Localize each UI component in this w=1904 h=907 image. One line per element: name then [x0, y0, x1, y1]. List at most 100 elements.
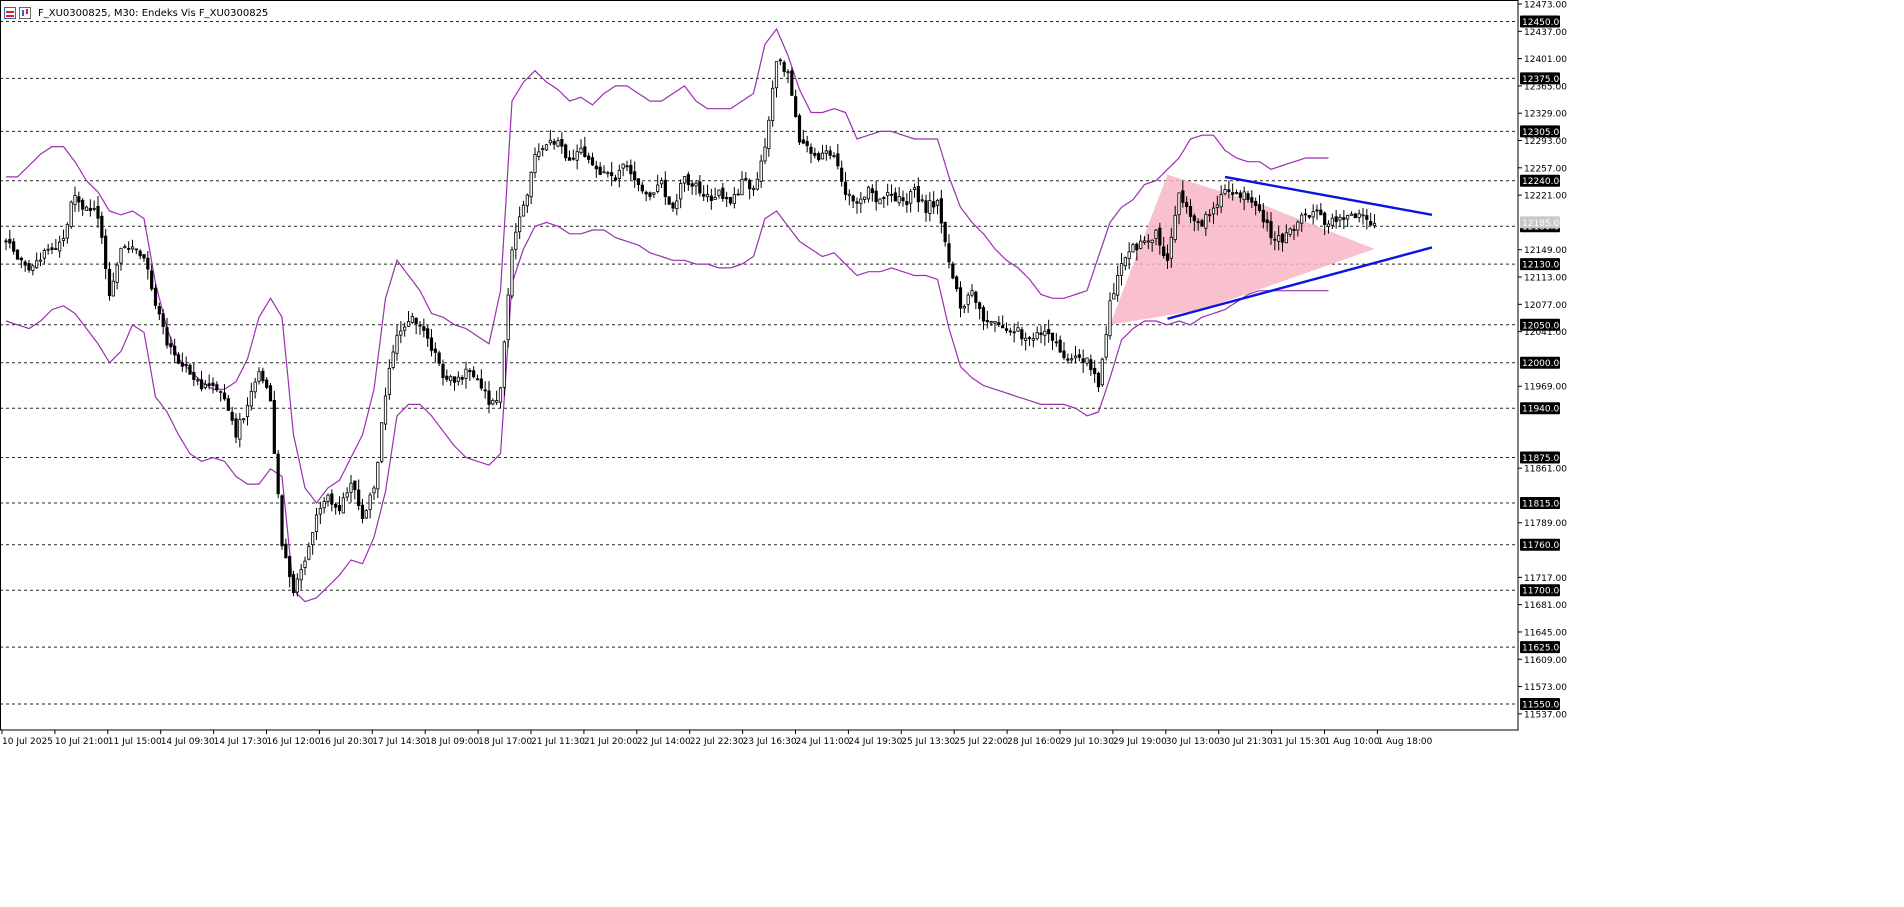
candle-body	[935, 200, 940, 206]
symbol-icon[interactable]	[19, 7, 31, 19]
x-tick-label: 30 Jul 13:00	[1166, 737, 1220, 747]
price-axis-labels: 12473.00 12437.00 12401.00 12365.00 12329.00…	[1518, 1, 1567, 720]
candle-body	[679, 183, 683, 200]
candle-body	[165, 327, 169, 346]
y-tick-label: 11609.00	[1524, 656, 1567, 666]
candle-body	[1215, 204, 1219, 208]
candle-body	[1192, 215, 1196, 222]
bollinger-bands	[5, 27, 1329, 603]
candle-body	[475, 378, 480, 381]
candle-body	[575, 151, 579, 161]
candle-body	[1169, 236, 1173, 259]
candle-body	[1162, 246, 1166, 257]
level-price-label-box	[1520, 15, 1560, 28]
candle-body	[1208, 214, 1212, 217]
candle-body	[698, 181, 702, 194]
candle-body	[349, 482, 353, 493]
candle-body	[456, 376, 460, 382]
candle-body	[299, 569, 303, 581]
candle-body	[1085, 357, 1089, 364]
triangle-lower-line[interactable]	[1167, 246, 1433, 320]
candle-body	[905, 201, 909, 206]
candle-body	[587, 155, 591, 160]
candle-body	[387, 368, 391, 395]
axes	[0, 0, 1519, 731]
candle-body	[452, 376, 457, 383]
candle-body	[966, 294, 970, 305]
candle-body	[682, 176, 687, 184]
candle-body	[176, 354, 181, 364]
candle-body	[636, 178, 641, 185]
candle-body	[1112, 293, 1116, 300]
candle-body	[1242, 191, 1246, 201]
candle-body	[188, 364, 192, 375]
candle-body	[1211, 207, 1216, 215]
candle-body	[314, 514, 319, 533]
candle-body	[318, 507, 322, 515]
candle-body	[272, 400, 276, 454]
level-price-label-box	[1520, 641, 1560, 654]
candle-body	[1093, 367, 1097, 375]
level-price-label-box	[1520, 451, 1560, 464]
candle-body	[671, 202, 675, 209]
chart-title: F_XU0300825, M30: Endeks Vis F_XU0300825	[38, 7, 269, 19]
candle-body	[203, 384, 207, 389]
candle-body	[755, 178, 759, 190]
candle-body	[843, 181, 848, 195]
candle-body	[1369, 221, 1373, 226]
y-tick-label: 12293.00	[1524, 137, 1567, 147]
candle-body	[211, 382, 215, 386]
candle-body	[219, 391, 223, 393]
triangle-shaded-area	[1110, 174, 1375, 325]
candle-body	[1043, 330, 1047, 336]
candle-body	[763, 146, 767, 162]
y-tick-label: 12149.00	[1524, 246, 1567, 256]
candle-body	[88, 207, 92, 211]
x-tick-label: 22 Jul 14:00	[637, 737, 691, 747]
y-tick-label: 11969.00	[1524, 383, 1567, 393]
candle-body	[391, 351, 395, 368]
candle-body	[1027, 337, 1032, 340]
triangle-upper-line[interactable]	[1224, 175, 1433, 217]
candle-body	[1073, 355, 1078, 359]
level-price-label: 12240.00	[1522, 177, 1565, 187]
candle-body	[947, 243, 951, 263]
candle-body	[732, 193, 736, 205]
candle-body	[429, 337, 434, 351]
candle-body	[337, 504, 342, 512]
candle-body	[970, 290, 974, 296]
triangle-trendlines[interactable]	[1167, 175, 1433, 320]
candle-body	[92, 207, 96, 210]
candle-body	[805, 140, 809, 147]
candle-body	[912, 187, 917, 191]
candle-body	[322, 501, 326, 509]
candle-body	[725, 197, 729, 200]
candle-body	[1292, 229, 1296, 231]
candle-body	[771, 87, 775, 121]
y-tick-label: 11681.00	[1524, 601, 1567, 611]
candle-body	[556, 140, 560, 147]
candle-body	[920, 199, 924, 202]
candle-body	[1231, 192, 1235, 195]
candle-body	[199, 379, 204, 390]
candle-body	[1365, 215, 1369, 220]
candle-body	[35, 260, 39, 269]
candle-body	[1357, 213, 1361, 218]
level-price-label-box	[1520, 356, 1560, 369]
candle-body	[69, 201, 73, 227]
candle-body	[345, 492, 349, 498]
candle-body	[1058, 339, 1062, 353]
candle-body	[801, 139, 805, 144]
x-tick-label: 17 Jul 14:30	[372, 737, 426, 747]
chart-window-icon[interactable]	[4, 7, 16, 19]
candle-body	[403, 326, 407, 331]
candle-body	[50, 247, 54, 250]
candle-body	[380, 422, 384, 462]
x-tick-label: 22 Jul 22:30	[690, 737, 744, 747]
candle-body	[1173, 214, 1177, 240]
candle-body	[797, 115, 802, 143]
candle-body	[1116, 275, 1120, 296]
x-tick-label: 16 Jul 12:00	[267, 737, 321, 747]
x-tick-label: 21 Jul 11:30	[531, 737, 585, 747]
